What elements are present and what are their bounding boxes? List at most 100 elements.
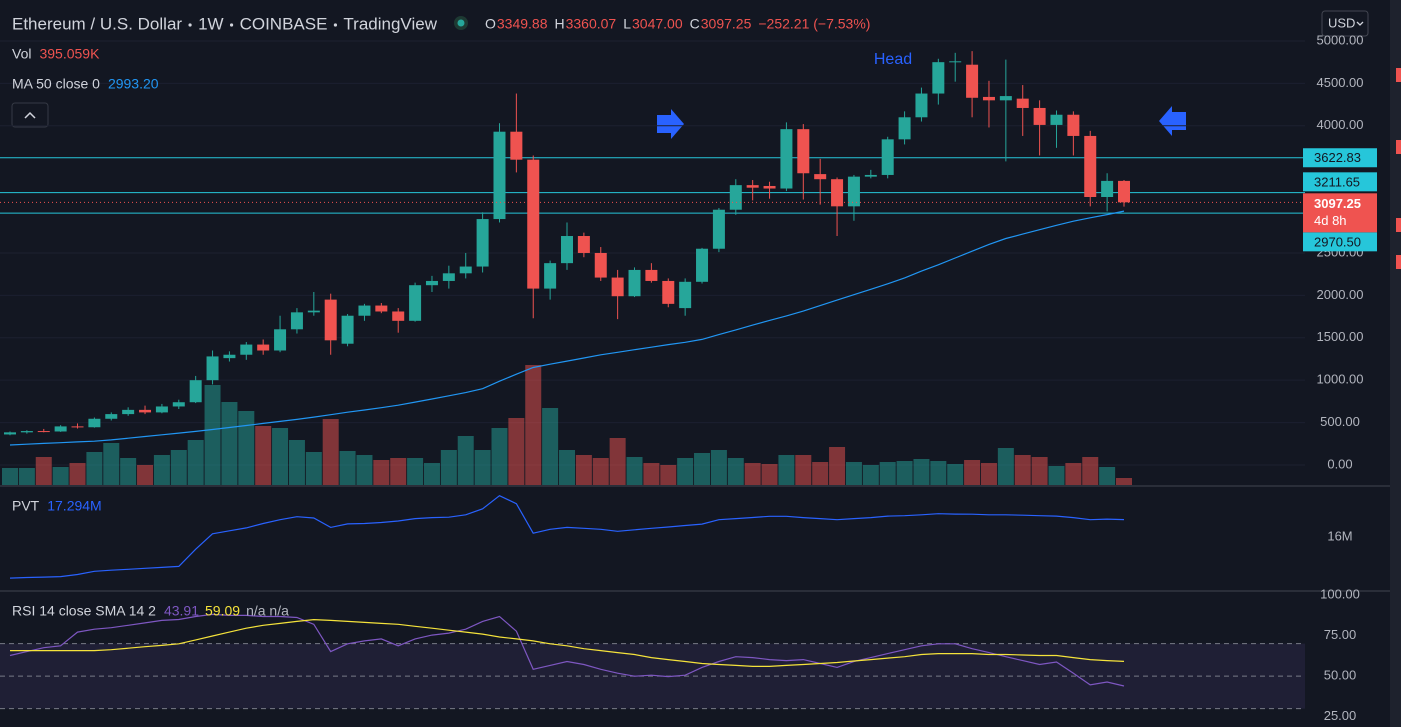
legend-value: 43.91 [164,603,199,619]
candle-body [172,402,185,407]
candle-body [155,406,168,413]
candle-body [1050,114,1063,125]
ohlc-value: 3047.00 [632,16,683,32]
annotation: Head [874,51,912,68]
candle-body [847,176,860,207]
volume-bar [120,458,137,485]
volume-bar [322,419,339,485]
indicator-line [9,495,1125,579]
moving-average [9,210,1125,446]
volume-bar [761,464,778,485]
candle-body [696,248,709,282]
price-change: −252.21 (−7.53%) [758,16,870,32]
candle-body [290,312,303,330]
candle-body [932,62,945,94]
candle-body [206,356,219,381]
candle-body [1067,114,1080,136]
candle-body [4,432,16,435]
volume-bar [626,457,643,485]
volume-bar [997,448,1014,485]
currency-button[interactable] [1321,10,1369,37]
side-toolbar [1390,0,1401,727]
side-marker [1396,68,1401,82]
candle-body [476,219,489,267]
candle-body [999,96,1012,101]
candle-body [561,236,573,264]
volume-bar [2,468,18,485]
side-marker [1396,140,1401,154]
legend-value: 59.09 [205,603,240,619]
candle-body [662,280,675,304]
volume-bar [896,461,913,485]
volume-bar [305,452,322,485]
candle-body [409,285,422,321]
candle-body [763,185,776,189]
volume-bar [187,440,204,485]
legend-note: n/a n/a [246,603,289,619]
volume-bar [575,455,592,485]
volume-bar [440,450,457,485]
volume-bar [609,438,626,485]
candle-body [645,269,658,281]
candle-body [577,236,590,253]
volume-bar [559,450,575,485]
volume-bar [677,458,694,485]
candle-body [814,174,827,180]
y-tick-label: 25.00 [1324,708,1357,723]
volume-bar [694,453,711,485]
y-tick-label: 50.00 [1324,668,1357,683]
candle-body [274,329,287,351]
legend-value: 17.294M [47,498,101,514]
volume-bar [423,463,440,485]
candle-body [341,315,354,344]
y-tick-label: 4000.00 [1317,117,1364,132]
candle-body [797,129,810,174]
y-tick-label: 100.00 [1320,586,1360,601]
indicator-line [9,613,1125,687]
candle-body [493,131,506,220]
candle-body [966,64,979,98]
volume-bar [153,455,170,485]
candle-body [881,139,894,175]
volume-bar [845,462,862,485]
volume-bar [474,450,491,485]
y-tick-label: 75.00 [1324,627,1357,642]
level-tag [1303,148,1377,168]
candle-body [898,117,911,140]
candle-body [729,185,742,210]
volume-bar [407,458,424,485]
candle-body [324,299,337,341]
volume-bar [103,443,120,485]
y-tick-label: 1000.00 [1317,372,1364,387]
level-label: 3622.83 [1314,150,1361,165]
level-label: 2970.50 [1314,234,1361,249]
volume-bar [812,462,829,485]
source: TradingView [343,14,437,33]
candle-body [189,380,202,403]
side-marker [1396,255,1401,269]
ohlc-key: C [690,16,700,32]
candle-body [915,93,928,118]
candle-body [358,305,371,316]
candle-body [1084,135,1097,198]
volume-bar [829,447,846,485]
level-tag [1303,172,1377,192]
candle-body [105,414,118,419]
y-tick-label: 1500.00 [1317,329,1364,344]
candle-body [982,96,995,101]
volume-bar [930,461,947,485]
candle-body [425,280,438,286]
candle-body [510,131,523,160]
volume-bar [643,463,660,485]
volume-bar [390,458,407,485]
candle-body [746,185,759,188]
candle-body [257,344,270,351]
collapse-button[interactable] [11,102,49,128]
market-status-dot [457,19,465,27]
volume-bar [238,411,255,485]
candle-body [949,61,962,63]
legend-name: RSI 14 close SMA 14 2 [12,603,156,619]
symbol-title: Ethereum / U.S. Dollar [12,14,182,33]
legend-name: PVT [12,498,40,514]
candle-body [223,354,236,359]
